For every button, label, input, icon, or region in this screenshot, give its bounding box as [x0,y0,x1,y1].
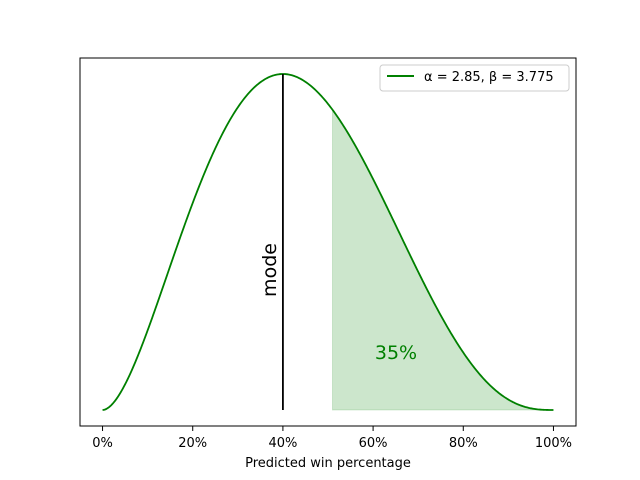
x-tick-label: 0% [92,436,113,451]
x-tick-label: 60% [359,436,388,451]
plot-frame [79,57,577,427]
series-line [102,73,554,411]
x-axis-label: Predicted win percentage [245,456,411,471]
legend-box [379,64,570,92]
plot-area [80,58,576,426]
curve-layer [102,73,554,411]
legend: α = 2.85, β = 3.775 [379,64,570,92]
x-tick-label: 20% [178,436,207,451]
shaded-area-label: 35% [375,342,417,364]
x-tick-label: 40% [268,436,297,451]
mode-layer: mode [259,74,284,410]
mode-label: mode [259,243,281,297]
legend-series-label: α = 2.85, β = 3.775 [424,70,554,85]
x-axis-ticks: 0% 20% 40% 60% 80% 100% [92,426,572,451]
x-tick-label: 100% [535,436,572,451]
x-tick-label: 80% [449,436,478,451]
